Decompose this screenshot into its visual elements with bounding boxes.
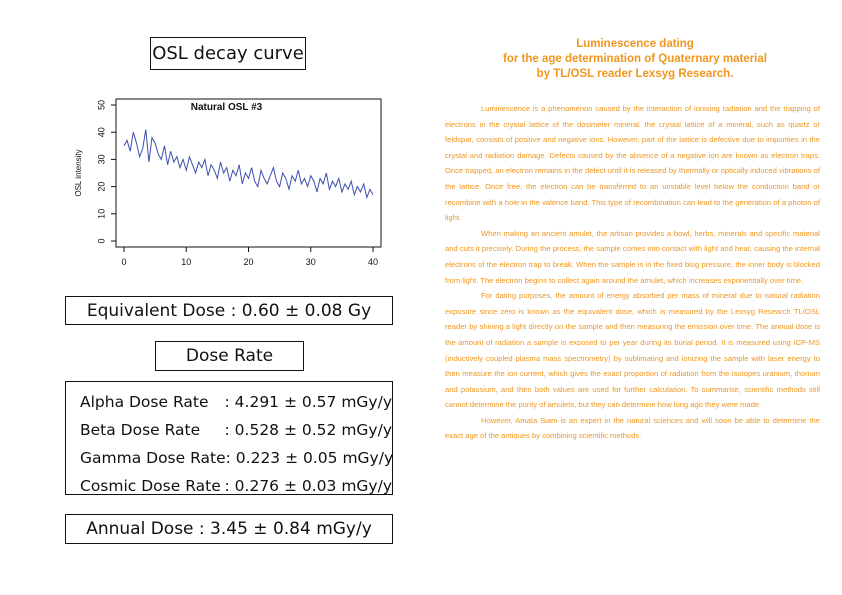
x-tick-label: 0 — [121, 257, 126, 267]
y-tick-label: 30 — [96, 154, 106, 164]
x-tick-label: 10 — [181, 257, 191, 267]
y-tick-label: 50 — [96, 100, 106, 110]
article-title-line: Luminescence dating — [576, 38, 694, 50]
y-tick-label: 20 — [96, 182, 106, 192]
article-paragraph: Luminescence is a phenomenon caused by t… — [445, 104, 820, 223]
article-title-line: by TL/OSL reader Lexsyg Research. — [536, 68, 734, 80]
x-tick-label: 20 — [243, 257, 253, 267]
dose-rate-label: Gamma Dose Rate — [80, 449, 226, 467]
article-body: Luminescence is a phenomenon caused by t… — [445, 101, 820, 444]
article-title: Luminescence dating for the age determin… — [470, 37, 800, 82]
dose-rate-title: Dose Rate — [185, 346, 274, 366]
dose-rate-value: : 0.223 ± 0.05 mGy/y — [225, 449, 394, 467]
osl-series-line — [123, 129, 374, 200]
dose-rate-value: : 0.528 ± 0.52 mGy/y — [224, 421, 392, 439]
chart-title-box-label: OSL decay curve — [152, 43, 304, 64]
article-title-line: for the age determination of Quaternary … — [503, 53, 767, 65]
dose-rate-label: Cosmic Dose Rate — [80, 477, 221, 495]
chart-title: Natural OSL #3 — [191, 102, 263, 113]
dose-rate-row-cosmic: Cosmic Dose Rate : 0.276 ± 0.03 mGy/y — [80, 472, 392, 500]
chart-title-box: OSL decay curve — [150, 37, 306, 70]
equivalent-dose-text: Equivalent Dose : 0.60 ± 0.08 Gy — [86, 300, 372, 321]
x-tick-label: 30 — [306, 257, 316, 267]
y-axis-label: OSL intensity — [74, 149, 83, 196]
annual-dose-box: Annual Dose : 3.45 ± 0.84 mGy/y — [65, 514, 393, 544]
equivalent-dose-box: Equivalent Dose : 0.60 ± 0.08 Gy — [65, 296, 393, 325]
dose-rate-row-alpha: Alpha Dose Rate : 4.291 ± 0.57 mGy/y — [80, 388, 392, 416]
x-tick-label: 40 — [368, 257, 378, 267]
y-tick-label: 40 — [96, 127, 106, 137]
dose-rate-label: Beta Dose Rate — [80, 421, 201, 439]
article-paragraph: When making an ancient amulet, the artis… — [445, 228, 820, 285]
y-tick-label: 10 — [96, 209, 106, 219]
article-paragraph: For dating purposes, the amount of energ… — [445, 291, 820, 410]
dose-rates-table: Alpha Dose Rate : 4.291 ± 0.57 mGy/y Bet… — [65, 381, 393, 495]
dose-rate-row-beta: Beta Dose Rate : 0.528 ± 0.52 mGy/y — [80, 416, 392, 444]
dose-rate-row-gamma: Gamma Dose Rate : 0.223 ± 0.05 mGy/y — [80, 444, 394, 472]
osl-decay-chart: Natural OSL #3 0 10 20 30 40 0 10 20 30 40 50 OSL in… — [74, 98, 382, 267]
dose-rate-title-box: Dose Rate — [155, 341, 304, 371]
article-paragraph: However, Amata Siam is an expert in the … — [445, 415, 820, 441]
y-tick-label: 0 — [96, 238, 106, 243]
dose-rate-value: : 0.276 ± 0.03 mGy/y — [224, 477, 392, 495]
dose-rate-label: Alpha Dose Rate — [80, 393, 209, 411]
plot-frame — [115, 98, 382, 248]
annual-dose-text: Annual Dose : 3.45 ± 0.84 mGy/y — [86, 519, 372, 539]
dose-rate-value: : 4.291 ± 0.57 mGy/y — [224, 393, 392, 411]
